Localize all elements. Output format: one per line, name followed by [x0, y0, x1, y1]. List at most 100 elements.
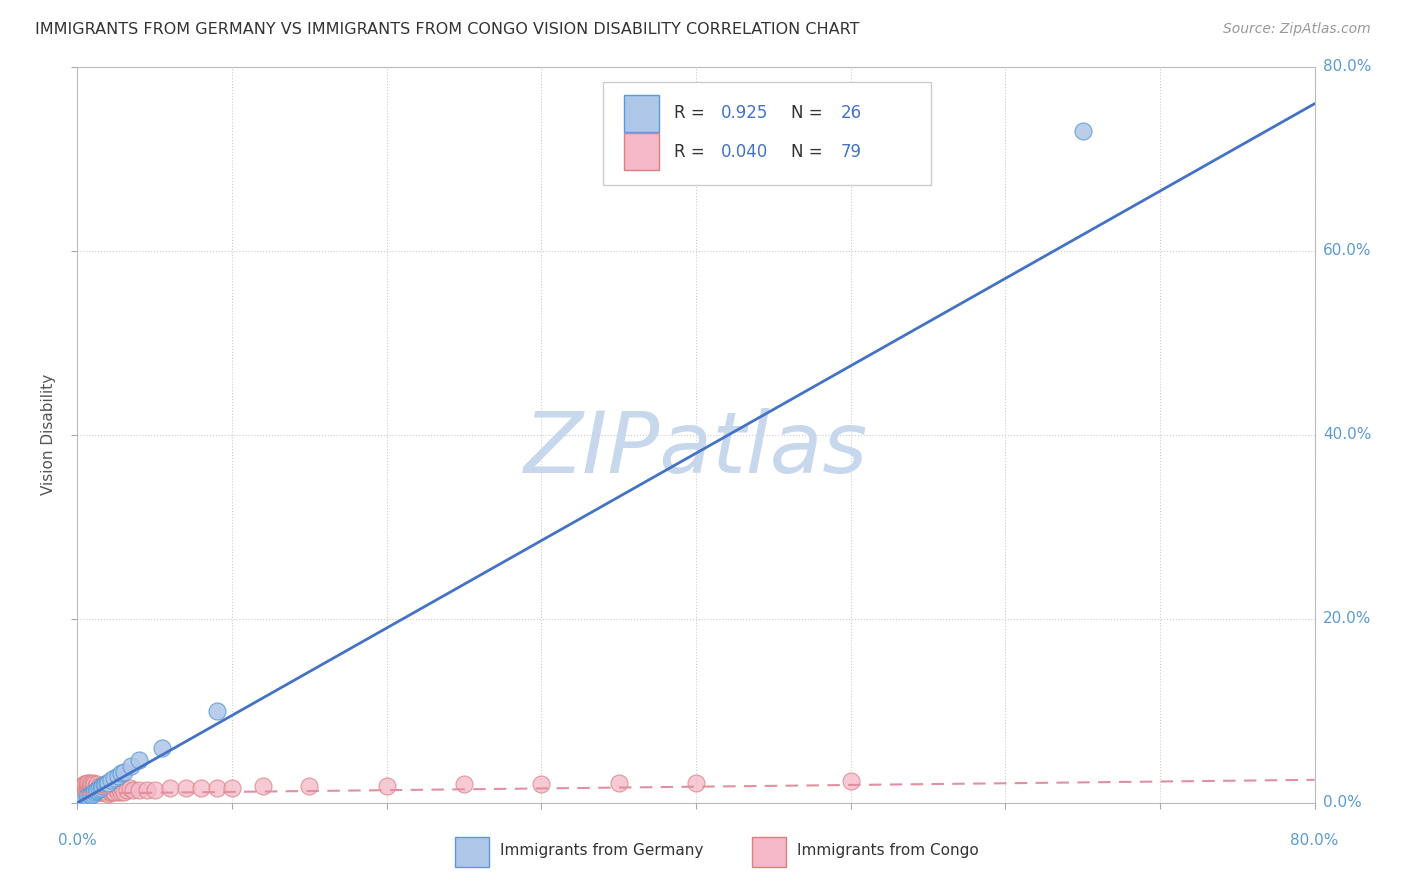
Text: 0.0%: 0.0% [1323, 796, 1361, 810]
Point [79, 777, 101, 791]
Text: Immigrants from Congo: Immigrants from Congo [797, 843, 979, 858]
Point [298, 779, 321, 793]
Point [112, 785, 135, 799]
Point [839, 773, 862, 788]
Point [110, 766, 132, 780]
Point [607, 775, 630, 789]
Point [100, 785, 122, 799]
Point [76, 775, 98, 789]
Text: 0.0%: 0.0% [58, 833, 97, 848]
Text: 26: 26 [841, 104, 862, 122]
Point [90, 779, 111, 793]
Point [72, 787, 94, 801]
FancyBboxPatch shape [603, 81, 931, 185]
Point [70, 779, 93, 793]
Text: N =: N = [792, 143, 828, 161]
Point [77, 787, 100, 801]
Point [76, 790, 98, 805]
Point [118, 781, 141, 796]
Point [79, 789, 101, 803]
Point [103, 785, 125, 799]
Point [111, 781, 134, 796]
Point [94, 785, 117, 799]
Text: 80.0%: 80.0% [1291, 833, 1339, 848]
Point [67, 787, 90, 801]
Text: 0.925: 0.925 [721, 104, 768, 122]
Point [136, 783, 159, 797]
Text: 60.0%: 60.0% [1323, 244, 1371, 259]
Point [107, 785, 129, 799]
Point [72, 777, 94, 791]
Point [101, 779, 124, 793]
Point [84, 784, 107, 798]
Point [96, 785, 118, 799]
Text: ZIPatlas: ZIPatlas [524, 408, 868, 491]
Text: 79: 79 [841, 143, 862, 161]
Point [77, 789, 100, 804]
Point [98, 785, 121, 799]
Point [96, 776, 118, 790]
Point [93, 785, 115, 799]
Point [93, 778, 115, 792]
Point [90, 781, 111, 796]
Point [90, 785, 111, 799]
Point [97, 781, 120, 796]
Point [70, 785, 93, 799]
Point [152, 740, 174, 755]
Point [82, 781, 104, 796]
Text: Source: ZipAtlas.com: Source: ZipAtlas.com [1223, 22, 1371, 37]
Point [98, 779, 121, 793]
Point [530, 777, 553, 791]
Point [190, 781, 212, 796]
Point [205, 781, 228, 796]
Point [80, 775, 103, 789]
Point [83, 785, 105, 799]
Text: 80.0%: 80.0% [1323, 60, 1371, 74]
Point [84, 785, 107, 799]
Point [79, 781, 101, 796]
Point [94, 779, 117, 793]
Point [115, 783, 138, 797]
Point [105, 781, 127, 796]
Point [72, 782, 94, 797]
Point [86, 783, 108, 797]
Point [375, 779, 398, 793]
Point [97, 787, 120, 801]
Point [86, 785, 108, 799]
Point [205, 704, 228, 718]
Point [97, 775, 120, 789]
Point [108, 781, 131, 796]
Point [75, 785, 96, 799]
Point [121, 759, 143, 773]
Point [101, 785, 124, 799]
Point [75, 781, 96, 796]
Point [112, 765, 135, 780]
Point [221, 781, 243, 796]
Point [87, 779, 110, 793]
Point [76, 782, 98, 797]
Point [91, 785, 114, 799]
Point [91, 779, 114, 793]
Point [77, 775, 100, 789]
Point [685, 775, 707, 789]
Point [77, 782, 100, 797]
Point [76, 787, 98, 801]
Point [96, 779, 118, 793]
Text: 20.0%: 20.0% [1323, 611, 1371, 626]
FancyBboxPatch shape [624, 133, 659, 170]
FancyBboxPatch shape [752, 838, 786, 867]
Point [100, 779, 122, 793]
Point [94, 777, 117, 791]
Text: 40.0%: 40.0% [1323, 427, 1371, 442]
Point [72, 792, 94, 806]
Point [80, 779, 103, 793]
Point [103, 771, 125, 785]
Point [159, 781, 181, 796]
Point [453, 777, 475, 791]
Text: R =: R = [673, 104, 710, 122]
Y-axis label: Vision Disability: Vision Disability [41, 375, 56, 495]
Point [87, 782, 110, 797]
Text: IMMIGRANTS FROM GERMANY VS IMMIGRANTS FROM CONGO VISION DISABILITY CORRELATION C: IMMIGRANTS FROM GERMANY VS IMMIGRANTS FR… [35, 22, 859, 37]
FancyBboxPatch shape [624, 95, 659, 132]
Point [100, 772, 122, 787]
